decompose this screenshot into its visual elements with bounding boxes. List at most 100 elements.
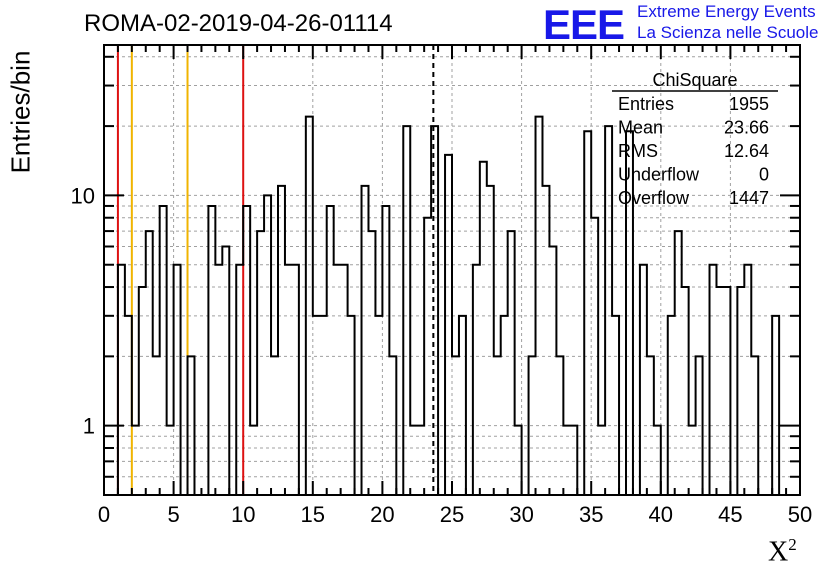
histogram-bin: [710, 265, 717, 495]
histogram-bin: [716, 287, 723, 495]
stats-row-value: 0: [759, 165, 769, 185]
x-axis-label-base: X: [768, 536, 789, 568]
histogram-bin: [348, 316, 355, 495]
histogram-bin: [737, 287, 744, 495]
stats-box: ChiSquare Entries 1955 Mean 23.66 RMS 12.64 Und…: [612, 70, 778, 208]
histogram-bin: [772, 316, 779, 495]
stats-row-value: 1447: [729, 188, 769, 208]
histogram-bin: [250, 426, 257, 495]
histogram-bin: [208, 206, 215, 495]
histogram-bin: [591, 218, 598, 495]
x-tick-label: 50: [788, 502, 812, 527]
x-axis-label-superscript: 2: [788, 535, 797, 554]
stats-row-value: 12.64: [724, 141, 769, 161]
histogram-bin: [236, 265, 243, 495]
histogram-bin: [751, 356, 758, 495]
histogram-bin: [605, 126, 612, 495]
histogram-bin: [431, 126, 438, 495]
histogram-bin: [508, 231, 515, 495]
stats-row-label: Underflow: [618, 165, 700, 185]
x-tick-label: 45: [718, 502, 742, 527]
histogram-bin: [696, 356, 703, 495]
histogram-bin: [146, 231, 153, 495]
histogram-bin: [675, 231, 682, 495]
histogram-bin: [417, 426, 424, 495]
histogram-bin: [118, 265, 125, 495]
histogram-bin: [487, 186, 494, 495]
histogram-bin: [452, 356, 459, 495]
histogram-bin: [682, 287, 689, 495]
histogram-bin: [188, 356, 195, 495]
histogram-bin: [139, 287, 146, 495]
histogram-bin: [584, 131, 591, 495]
histogram-bin: [640, 265, 647, 495]
x-tick-label: 5: [167, 502, 179, 527]
logo-text-line2: La Scienza nelle Scuole: [637, 23, 819, 42]
histogram-bin: [222, 246, 229, 495]
histogram-bin: [424, 218, 431, 495]
histogram-bin: [160, 206, 167, 495]
histogram-bin: [389, 356, 396, 495]
histogram-bin: [285, 265, 292, 495]
histogram-bin: [570, 426, 577, 495]
histogram-bin: [368, 231, 375, 495]
histogram-bin: [556, 356, 563, 495]
histogram-bin: [536, 117, 543, 495]
histogram-bin: [654, 426, 661, 495]
stats-row-label: Mean: [618, 118, 663, 138]
stats-row-value: 23.66: [724, 118, 769, 138]
histogram-bin: [410, 426, 417, 495]
histogram-bin: [473, 265, 480, 495]
histogram-bin: [549, 246, 556, 495]
histogram-bin: [494, 356, 501, 495]
histogram-bin: [689, 426, 696, 495]
histogram-bin: [278, 186, 285, 495]
histogram-bin: [480, 162, 487, 495]
histogram-bin: [362, 186, 369, 495]
axis-ticks: [103, 45, 801, 495]
x-tick-label: 0: [98, 502, 110, 527]
histogram-bin: [341, 265, 348, 495]
histogram-bin: [375, 316, 382, 495]
x-tick-label: 40: [649, 502, 673, 527]
stats-row-label: Entries: [618, 94, 674, 114]
histogram-bin: [215, 265, 222, 495]
histogram-bin: [459, 316, 466, 495]
histogram-bin: [647, 356, 654, 495]
y-tick-label: 10: [71, 183, 95, 208]
histogram-bin: [334, 265, 341, 495]
histogram-outline: [104, 115, 800, 496]
histogram-bin: [598, 426, 605, 495]
histogram-bin: [563, 426, 570, 495]
tick-labels: 0 5 10 15 20 25 30 35 40 45 50 1 10: [71, 183, 813, 527]
x-tick-label: 10: [231, 502, 255, 527]
histogram-bin: [264, 195, 271, 495]
x-axis-label: X2: [768, 535, 797, 568]
x-tick-label: 30: [509, 502, 533, 527]
histogram-bin: [320, 316, 327, 495]
histogram-bin: [542, 186, 549, 495]
histogram-bin: [382, 206, 389, 495]
histogram-bin: [445, 155, 452, 495]
histogram-bin: [153, 356, 160, 495]
histogram-bin: [313, 316, 320, 495]
stats-title: ChiSquare: [652, 70, 737, 90]
histogram-bin: [529, 356, 536, 495]
histogram-bin: [403, 126, 410, 495]
histogram-bin: [306, 117, 313, 495]
x-tick-label: 20: [370, 502, 394, 527]
x-tick-label: 35: [579, 502, 603, 527]
histogram-bin: [744, 265, 751, 495]
eee-logo-mark: EEE: [543, 1, 625, 48]
histogram-bin: [132, 426, 139, 495]
x-tick-label: 15: [301, 502, 325, 527]
histogram-bin: [271, 356, 278, 495]
y-tick-label: 1: [83, 414, 95, 439]
histogram-bin: [668, 316, 675, 495]
histogram-bin: [167, 426, 174, 495]
logo-text-line1: Extreme Energy Events: [637, 2, 816, 21]
histogram-bin: [327, 206, 334, 495]
histogram-bin: [243, 206, 250, 495]
histogram-bin: [292, 265, 299, 495]
